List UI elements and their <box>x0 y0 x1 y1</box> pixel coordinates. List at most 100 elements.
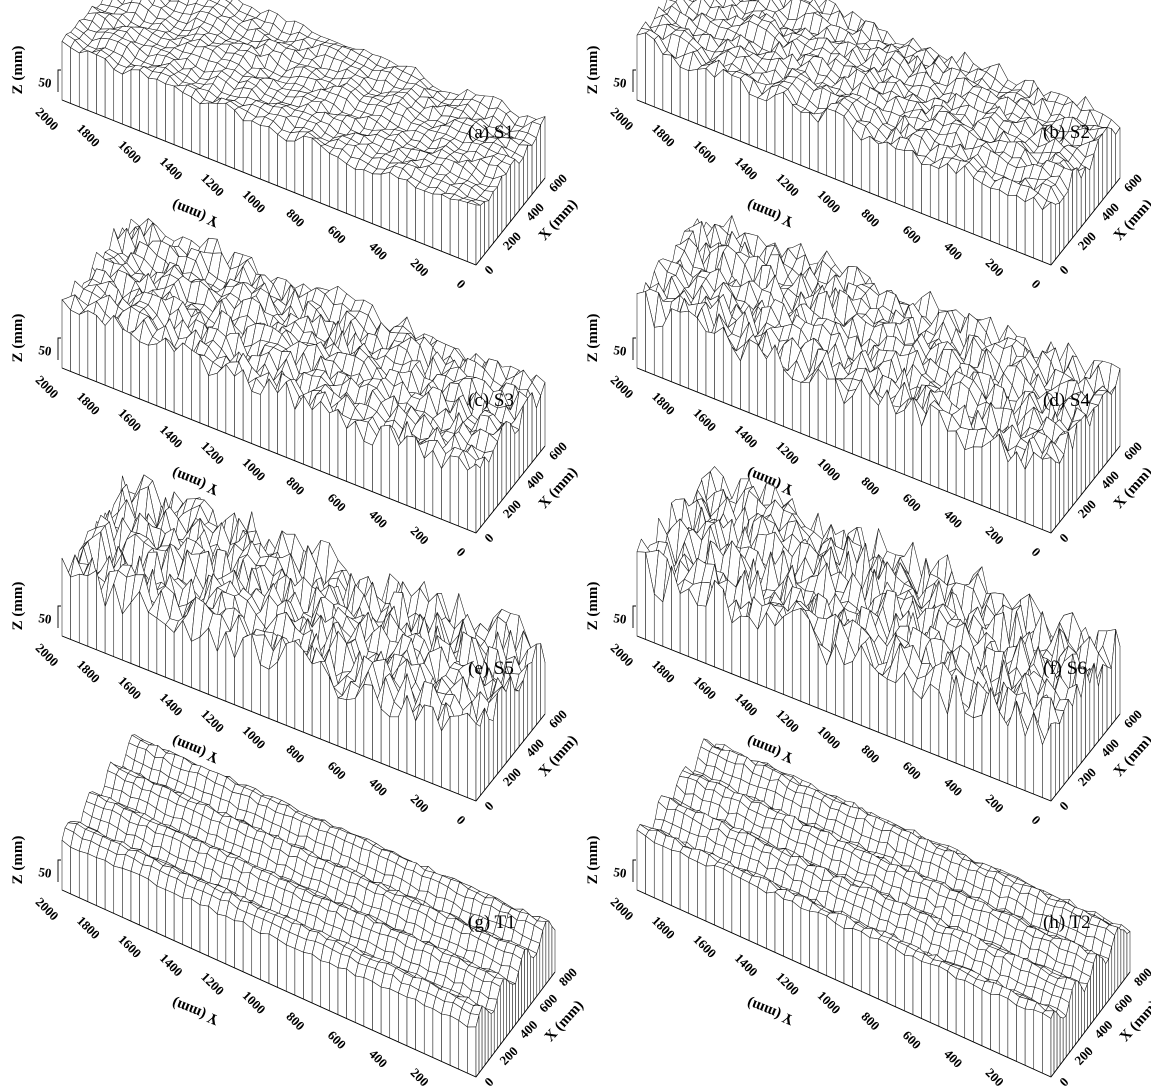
skirt-cell <box>406 179 416 242</box>
x-tick-label: 200 <box>500 497 524 521</box>
skirt-cell <box>311 661 322 740</box>
skirt-cell <box>904 150 914 211</box>
skirt-cell <box>869 136 879 197</box>
skirt-cell <box>329 153 339 211</box>
skirt-cell <box>1080 414 1086 496</box>
skirt-cell <box>320 401 330 475</box>
skirt-cell <box>156 79 166 142</box>
y-tick-label: 2000 <box>33 640 62 669</box>
skirt-cell <box>277 134 287 190</box>
skirt-cell <box>636 32 646 104</box>
skirt-cell <box>1085 166 1091 222</box>
y-tick-label: 600 <box>900 222 924 246</box>
z-axis-title: Z (mm) <box>10 46 26 95</box>
skirt-cell <box>809 112 819 173</box>
skirt-cell <box>70 573 80 644</box>
skirt-cell <box>540 116 546 184</box>
skirt-cell <box>895 409 905 475</box>
skirt-cell <box>173 85 184 149</box>
skirt-cell <box>216 102 227 166</box>
skirt-cell <box>182 92 192 152</box>
skirt-cell <box>510 158 516 222</box>
skirt-cell <box>826 108 836 180</box>
y-tick-label: 800 <box>858 474 882 498</box>
skirt-cell <box>1042 201 1052 266</box>
mesh-cell <box>636 538 651 553</box>
y-tick-label: 1800 <box>649 389 678 418</box>
skirt-cell <box>475 463 481 534</box>
y-tick-label: 1600 <box>115 137 144 166</box>
panel-S5: 2000180016001400120010008006004002000020… <box>10 474 581 827</box>
y-tick-label: 0 <box>1029 544 1044 559</box>
y-tick-label: 0 <box>454 544 469 559</box>
x-tick-label: 0 <box>481 798 496 813</box>
skirt-cell <box>285 640 296 730</box>
skirt-cell <box>1080 166 1086 228</box>
skirt-cell <box>492 186 498 244</box>
skirt-cell <box>1106 390 1112 463</box>
skirt-cell <box>1115 127 1121 184</box>
mesh-cell <box>1080 96 1095 112</box>
skirt-cell <box>467 463 477 534</box>
y-tick-label: 1000 <box>240 723 269 752</box>
skirt-cell <box>783 91 793 163</box>
skirt-cell <box>527 661 533 737</box>
skirt-cell <box>886 141 897 204</box>
skirt-cell <box>921 164 931 218</box>
skirt-cell <box>458 456 468 530</box>
skirt-cell <box>208 372 218 431</box>
skirt-cell <box>1063 190 1069 249</box>
skirt-cell <box>1106 127 1112 195</box>
skirt-cell <box>234 109 244 173</box>
x-axis-title: X (mm) <box>536 196 581 244</box>
z-tick-label: 50 <box>38 610 53 627</box>
skirt-cell <box>705 331 715 400</box>
skirt-cell <box>406 435 416 510</box>
panel-label: (e) S5 <box>468 658 514 679</box>
skirt-cell <box>423 704 434 785</box>
skirt-cell <box>165 83 175 145</box>
skirt-cell <box>147 611 158 675</box>
skirt-cell <box>122 328 132 396</box>
z-axis-title: Z (mm) <box>10 314 26 363</box>
skirt-cell <box>139 69 149 135</box>
skirt-cell <box>505 420 511 496</box>
skirt-cell <box>1111 385 1116 458</box>
y-tick-label: 600 <box>900 490 924 514</box>
skirt-cell <box>964 446 974 503</box>
skirt-cell <box>277 381 287 458</box>
skirt-cell <box>363 684 373 761</box>
skirt-cell <box>869 395 879 465</box>
skirt-cell <box>514 158 520 217</box>
x-tick-label: 600 <box>546 707 570 731</box>
y-axis-title: Y (mm) <box>745 197 796 230</box>
y-tick-label: 1600 <box>690 137 719 166</box>
skirt-cell <box>294 640 304 733</box>
z-tick-label: 50 <box>38 342 53 359</box>
skirt-cell <box>346 420 356 486</box>
surface-mesh <box>61 0 546 266</box>
skirt-cell <box>432 193 442 252</box>
skirt-cell <box>156 617 166 678</box>
y-tick-label: 400 <box>941 239 965 263</box>
skirt-cell <box>484 456 490 523</box>
z-axis-title: Z (mm) <box>585 314 601 363</box>
skirt-cell <box>363 440 373 493</box>
skirt-cell <box>904 397 914 479</box>
skirt-cell <box>800 382 810 438</box>
skirt-cell <box>294 135 304 197</box>
skirt-cell <box>1007 195 1017 252</box>
skirt-cell <box>346 163 356 218</box>
skirt-cell <box>1007 451 1017 520</box>
skirt-cell <box>104 58 115 121</box>
skirt-cell <box>165 624 175 681</box>
skirt-cell <box>260 664 270 719</box>
z-tick-label: 50 <box>613 74 628 91</box>
skirt-cell <box>679 66 690 121</box>
skirt-cell <box>973 446 983 506</box>
skirt-cell <box>488 450 494 517</box>
skirt-cell <box>268 126 278 187</box>
skirt-cell <box>458 712 468 798</box>
skirt-cell <box>1111 128 1116 190</box>
mesh-cell <box>692 0 698 3</box>
